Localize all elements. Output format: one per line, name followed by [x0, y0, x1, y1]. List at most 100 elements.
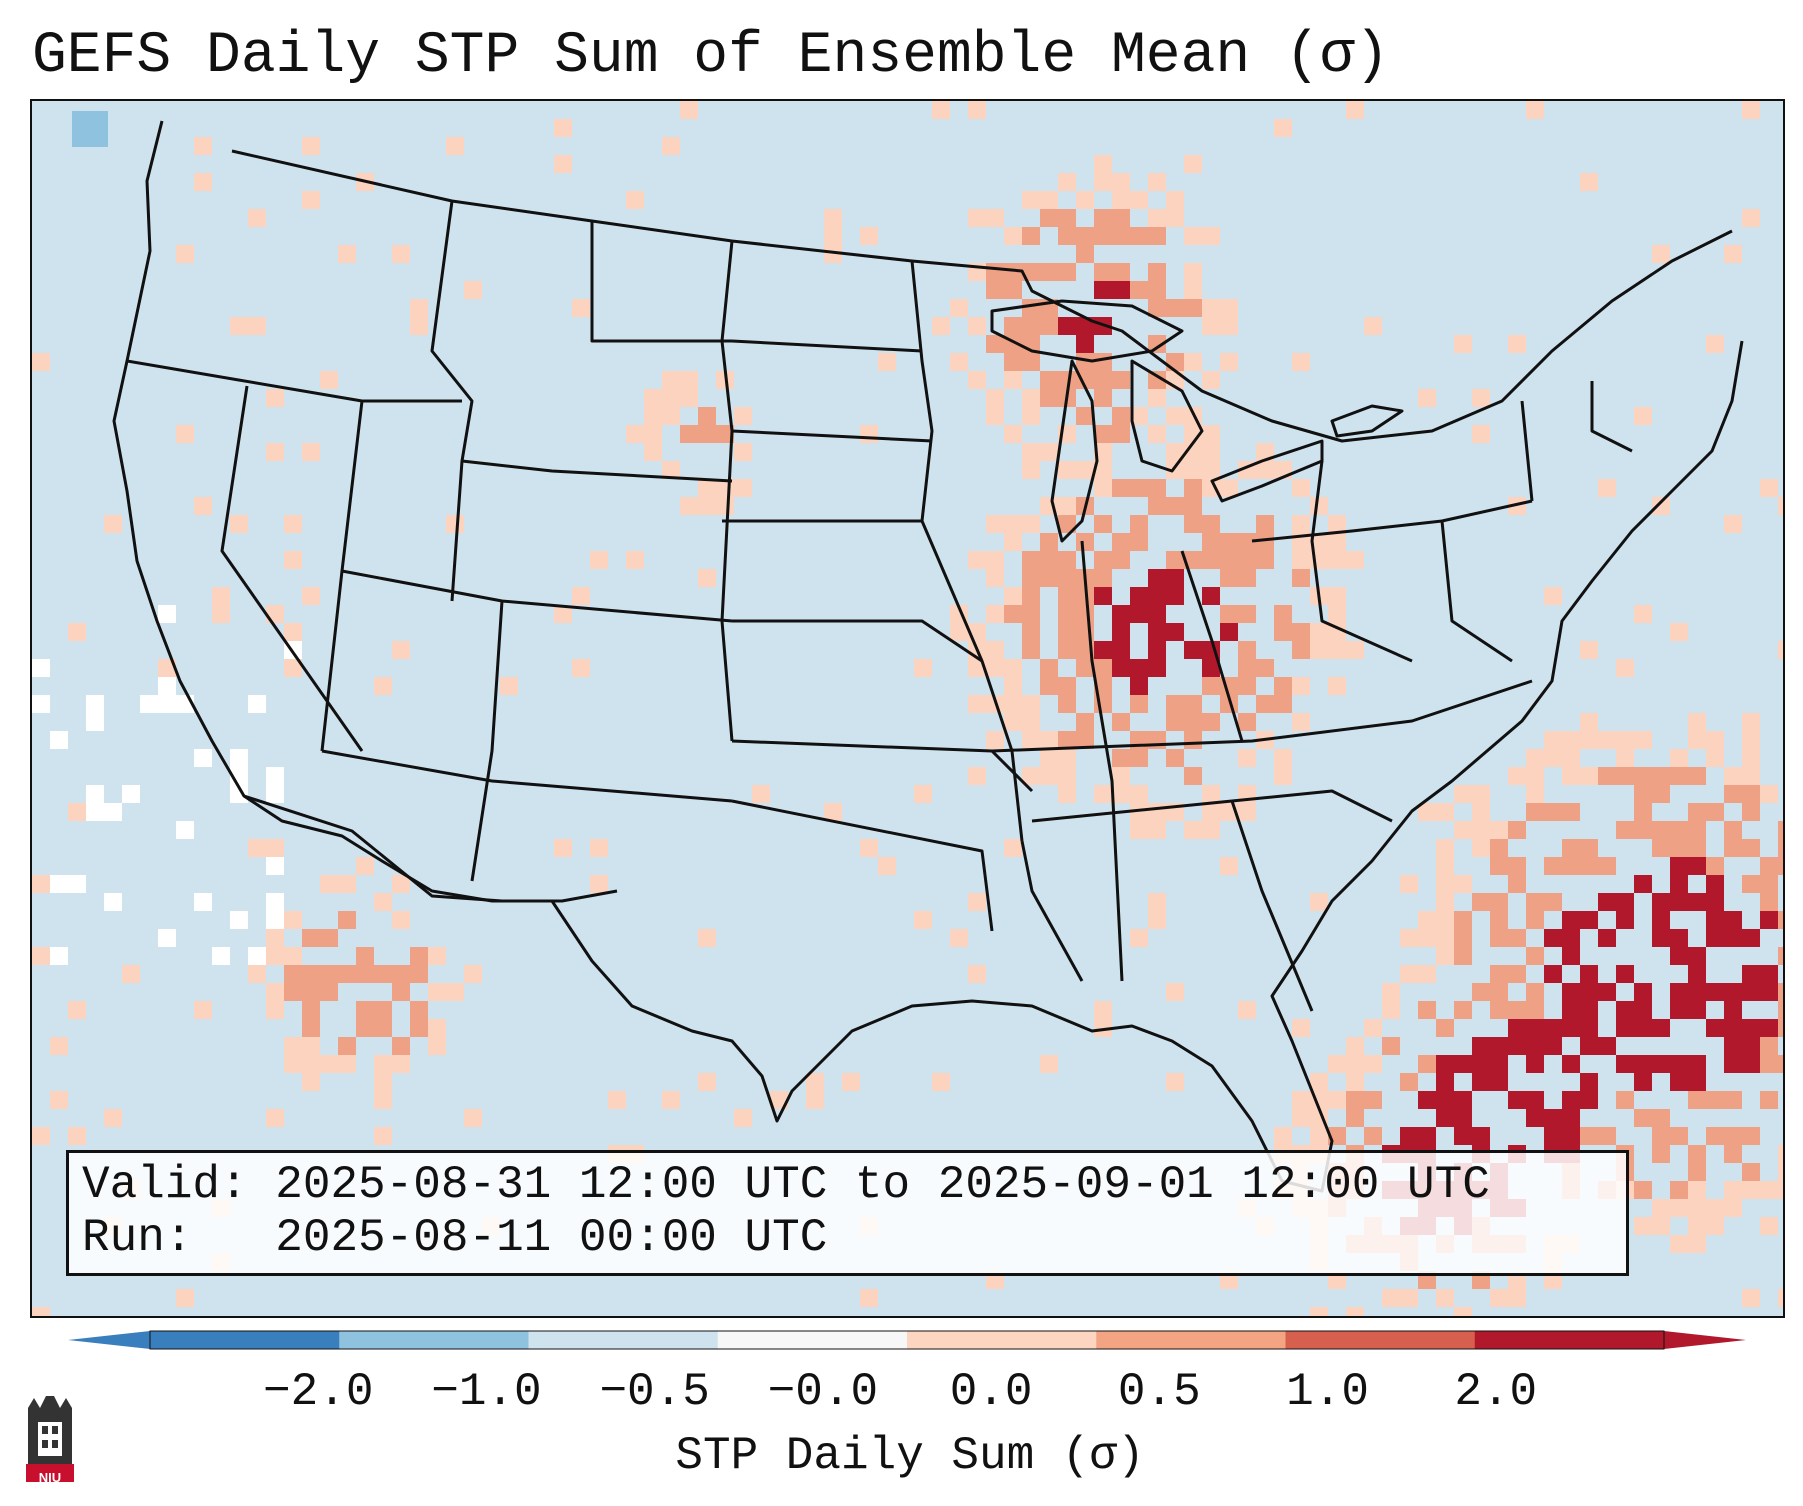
stp-cell	[1526, 911, 1544, 929]
stp-cell	[32, 353, 50, 371]
stp-cell	[986, 515, 1004, 533]
state-line	[1020, 840, 1084, 982]
stp-cell	[68, 1001, 86, 1019]
stp-cell	[1562, 839, 1580, 857]
stp-cell	[1022, 623, 1040, 641]
stp-cell	[1094, 515, 1112, 533]
stp-cell	[1688, 731, 1706, 749]
stp-cell	[1670, 623, 1688, 641]
stp-cell	[248, 965, 266, 983]
stp-cell	[1742, 767, 1760, 785]
stp-cell	[662, 371, 680, 389]
stp-cell	[1436, 875, 1454, 893]
stp-cell	[1724, 839, 1742, 857]
stp-cell	[1364, 1091, 1382, 1109]
stp-cell	[1616, 749, 1634, 767]
stp-cell	[1778, 1145, 1783, 1163]
stp-cell	[230, 785, 248, 803]
stp-cell	[392, 1055, 410, 1073]
stp-cell	[1454, 1001, 1472, 1019]
stp-cell	[1580, 173, 1598, 191]
stp-cell	[176, 821, 194, 839]
stp-cell	[32, 1127, 50, 1145]
stp-cell	[1436, 929, 1454, 947]
stp-cell	[698, 425, 716, 443]
stp-cell	[1706, 1217, 1724, 1235]
stp-cell	[1454, 1127, 1472, 1145]
stp-cell	[1022, 551, 1040, 569]
stp-cell	[1274, 695, 1292, 713]
stp-cell	[1130, 677, 1148, 695]
stp-cell	[1094, 1001, 1112, 1019]
colorbar-bin	[1096, 1331, 1286, 1349]
stp-cell	[1652, 1217, 1670, 1235]
stp-cell	[1058, 767, 1076, 785]
stp-cell	[1310, 497, 1328, 515]
stp-cell	[1004, 713, 1022, 731]
stp-cell	[1670, 821, 1688, 839]
stp-cell	[1148, 389, 1166, 407]
colorbar-label: STP Daily Sum (σ)	[675, 1430, 1145, 1482]
stp-cell	[1274, 1127, 1292, 1145]
stp-cell	[1688, 821, 1706, 839]
stp-cell	[1184, 713, 1202, 731]
stp-cell	[1094, 551, 1112, 569]
colorbar-bin	[1285, 1331, 1476, 1349]
stp-cell	[1490, 893, 1508, 911]
stp-cell	[1094, 227, 1112, 245]
stp-cell	[1346, 1307, 1364, 1316]
stp-cell	[374, 1019, 392, 1037]
stp-cell	[1292, 713, 1310, 731]
state-line	[1310, 460, 1413, 663]
stp-cell	[1760, 1181, 1778, 1199]
stp-cell	[338, 965, 356, 983]
stp-cell	[1526, 101, 1544, 119]
stp-cell	[1112, 263, 1130, 281]
stp-cell	[1616, 1001, 1634, 1019]
stp-cell	[1436, 911, 1454, 929]
stp-cell	[1706, 983, 1724, 1001]
stp-cell	[1580, 1037, 1598, 1055]
stp-cell	[194, 893, 212, 911]
stp-cell	[1022, 731, 1040, 749]
map-panel[interactable]	[30, 99, 1785, 1318]
colorbar-bin	[1474, 1331, 1665, 1349]
stp-cell	[1004, 677, 1022, 695]
stp-cell	[500, 677, 518, 695]
stp-cell	[1670, 1055, 1688, 1073]
stp-cell	[1472, 1073, 1490, 1091]
stp-cell	[1490, 857, 1508, 875]
stp-cell	[1004, 263, 1022, 281]
stp-cell	[1220, 623, 1238, 641]
stp-cell	[1742, 1019, 1760, 1037]
stp-cell	[1202, 461, 1220, 479]
stp-cell	[1688, 947, 1706, 965]
stp-cell	[392, 875, 410, 893]
stp-cell	[1670, 875, 1688, 893]
state-boundaries	[112, 120, 1744, 1193]
stp-map	[32, 101, 1783, 1316]
stp-cell	[1184, 767, 1202, 785]
stp-cell	[1472, 839, 1490, 857]
stp-cell	[1076, 461, 1094, 479]
stp-cell	[1472, 785, 1490, 803]
stp-cell	[1148, 641, 1166, 659]
mexico-border	[243, 794, 618, 903]
stp-cell	[968, 371, 986, 389]
stp-cell	[1508, 821, 1526, 839]
stp-cell	[1058, 623, 1076, 641]
stp-cell	[104, 515, 122, 533]
stp-cell	[1058, 227, 1076, 245]
stp-cell	[1058, 263, 1076, 281]
stp-cell	[1778, 1181, 1783, 1199]
stp-cell	[1652, 1127, 1670, 1145]
stp-cell	[338, 1037, 356, 1055]
stp-cell	[626, 191, 644, 209]
stp-cell	[1688, 1163, 1706, 1181]
stp-cell	[1706, 731, 1724, 749]
stp-cell	[1328, 533, 1346, 551]
stp-cell	[1058, 497, 1076, 515]
stp-cell	[1544, 731, 1562, 749]
stp-cell	[1328, 677, 1346, 695]
stp-cell	[230, 749, 248, 767]
